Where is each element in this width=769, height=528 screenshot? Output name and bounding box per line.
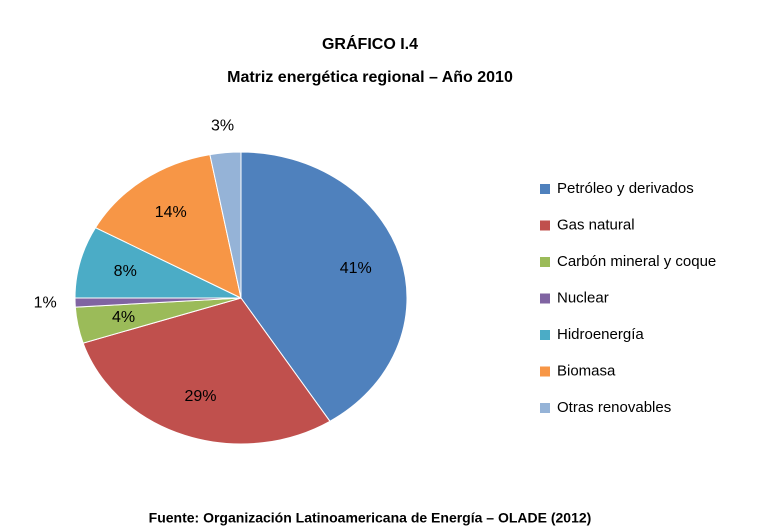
legend-label: Petróleo y derivados: [557, 180, 694, 197]
pie-slice: [82, 297, 331, 445]
pie-slice: [240, 151, 408, 422]
pie-slice: [94, 154, 242, 299]
source-note: Fuente: Organización Latinoamericana de …: [149, 510, 592, 526]
data-label: 14%: [155, 204, 187, 221]
legend-swatch: [540, 257, 550, 267]
legend-swatch: [540, 403, 550, 413]
data-label: 8%: [114, 263, 137, 280]
legend-swatch: [540, 366, 550, 377]
legend-swatch: [540, 293, 550, 304]
data-label: 29%: [184, 388, 216, 405]
legend-swatch: [540, 184, 550, 194]
legend-swatch: [540, 220, 550, 231]
legend-label: Hidroenergía: [557, 326, 644, 343]
legend-label: Gas natural: [557, 216, 635, 233]
legend-label: Otras renovables: [557, 399, 671, 416]
legend-label: Biomasa: [557, 362, 616, 379]
data-label: 41%: [340, 260, 372, 277]
legend-swatch: [540, 330, 550, 340]
data-label: 3%: [211, 118, 234, 135]
chart-subtitle: Matriz energética regional – Año 2010: [227, 69, 513, 86]
data-label: 4%: [112, 309, 135, 326]
legend-label: Nuclear: [557, 289, 609, 306]
legend-label: Carbón mineral y coque: [557, 253, 716, 270]
pie-slice: [209, 151, 242, 299]
chart-title: GRÁFICO I.4: [322, 34, 418, 53]
data-label: 1%: [34, 295, 57, 312]
